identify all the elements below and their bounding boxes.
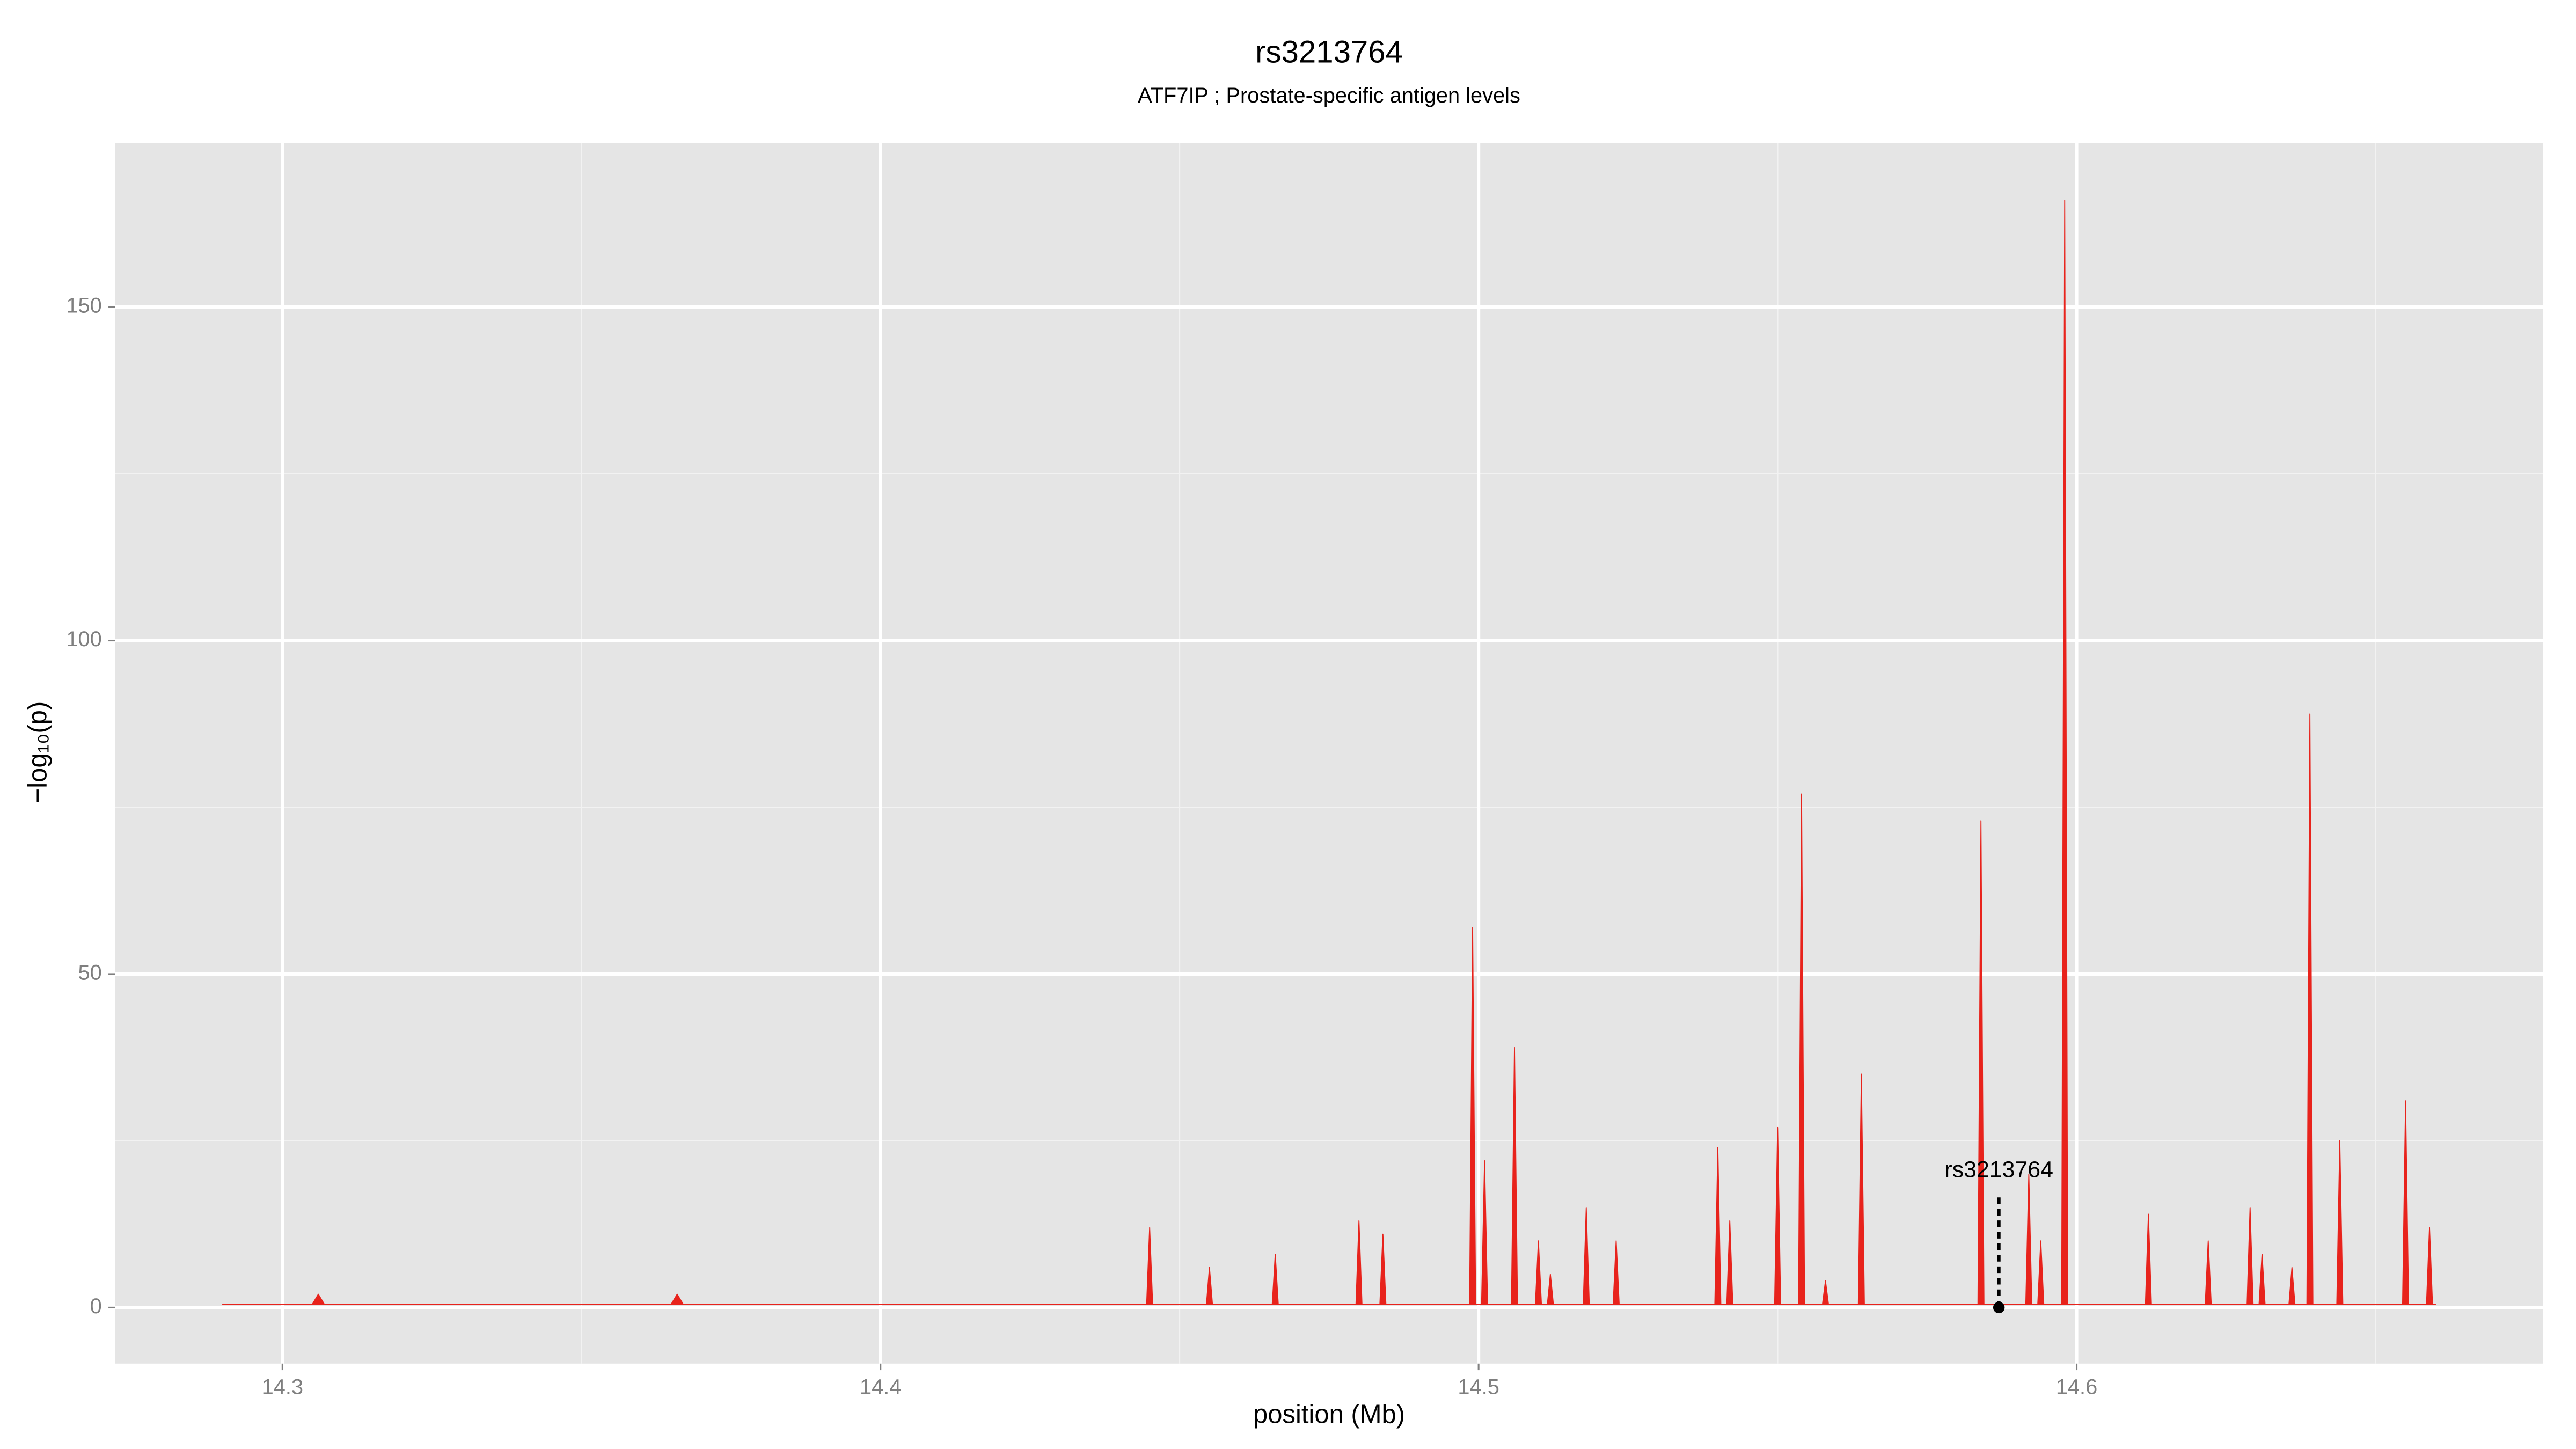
y-tick-label: 0: [90, 1294, 102, 1318]
x-tick-label: 14.3: [262, 1375, 303, 1399]
plot-background: [115, 143, 2543, 1364]
x-tick-label: 14.5: [1458, 1375, 1499, 1399]
y-tick-label: 100: [66, 627, 101, 651]
x-tick-label: 14.6: [2056, 1375, 2097, 1399]
y-tick-label: 50: [78, 961, 102, 984]
y-tick-label: 150: [66, 294, 101, 318]
annotation-point: [1993, 1301, 2005, 1314]
chart-title: rs3213764: [1255, 34, 1403, 69]
x-axis-label: position (Mb): [1253, 1400, 1405, 1429]
annotation-label: rs3213764: [1944, 1157, 2053, 1183]
area: [222, 200, 2436, 1305]
x-tick-label: 14.4: [860, 1375, 901, 1399]
chart-subtitle: ATF7IP ; Prostate-specific antigen level…: [1138, 84, 1520, 107]
y-axis-label: −log₁₀(p): [23, 701, 52, 804]
